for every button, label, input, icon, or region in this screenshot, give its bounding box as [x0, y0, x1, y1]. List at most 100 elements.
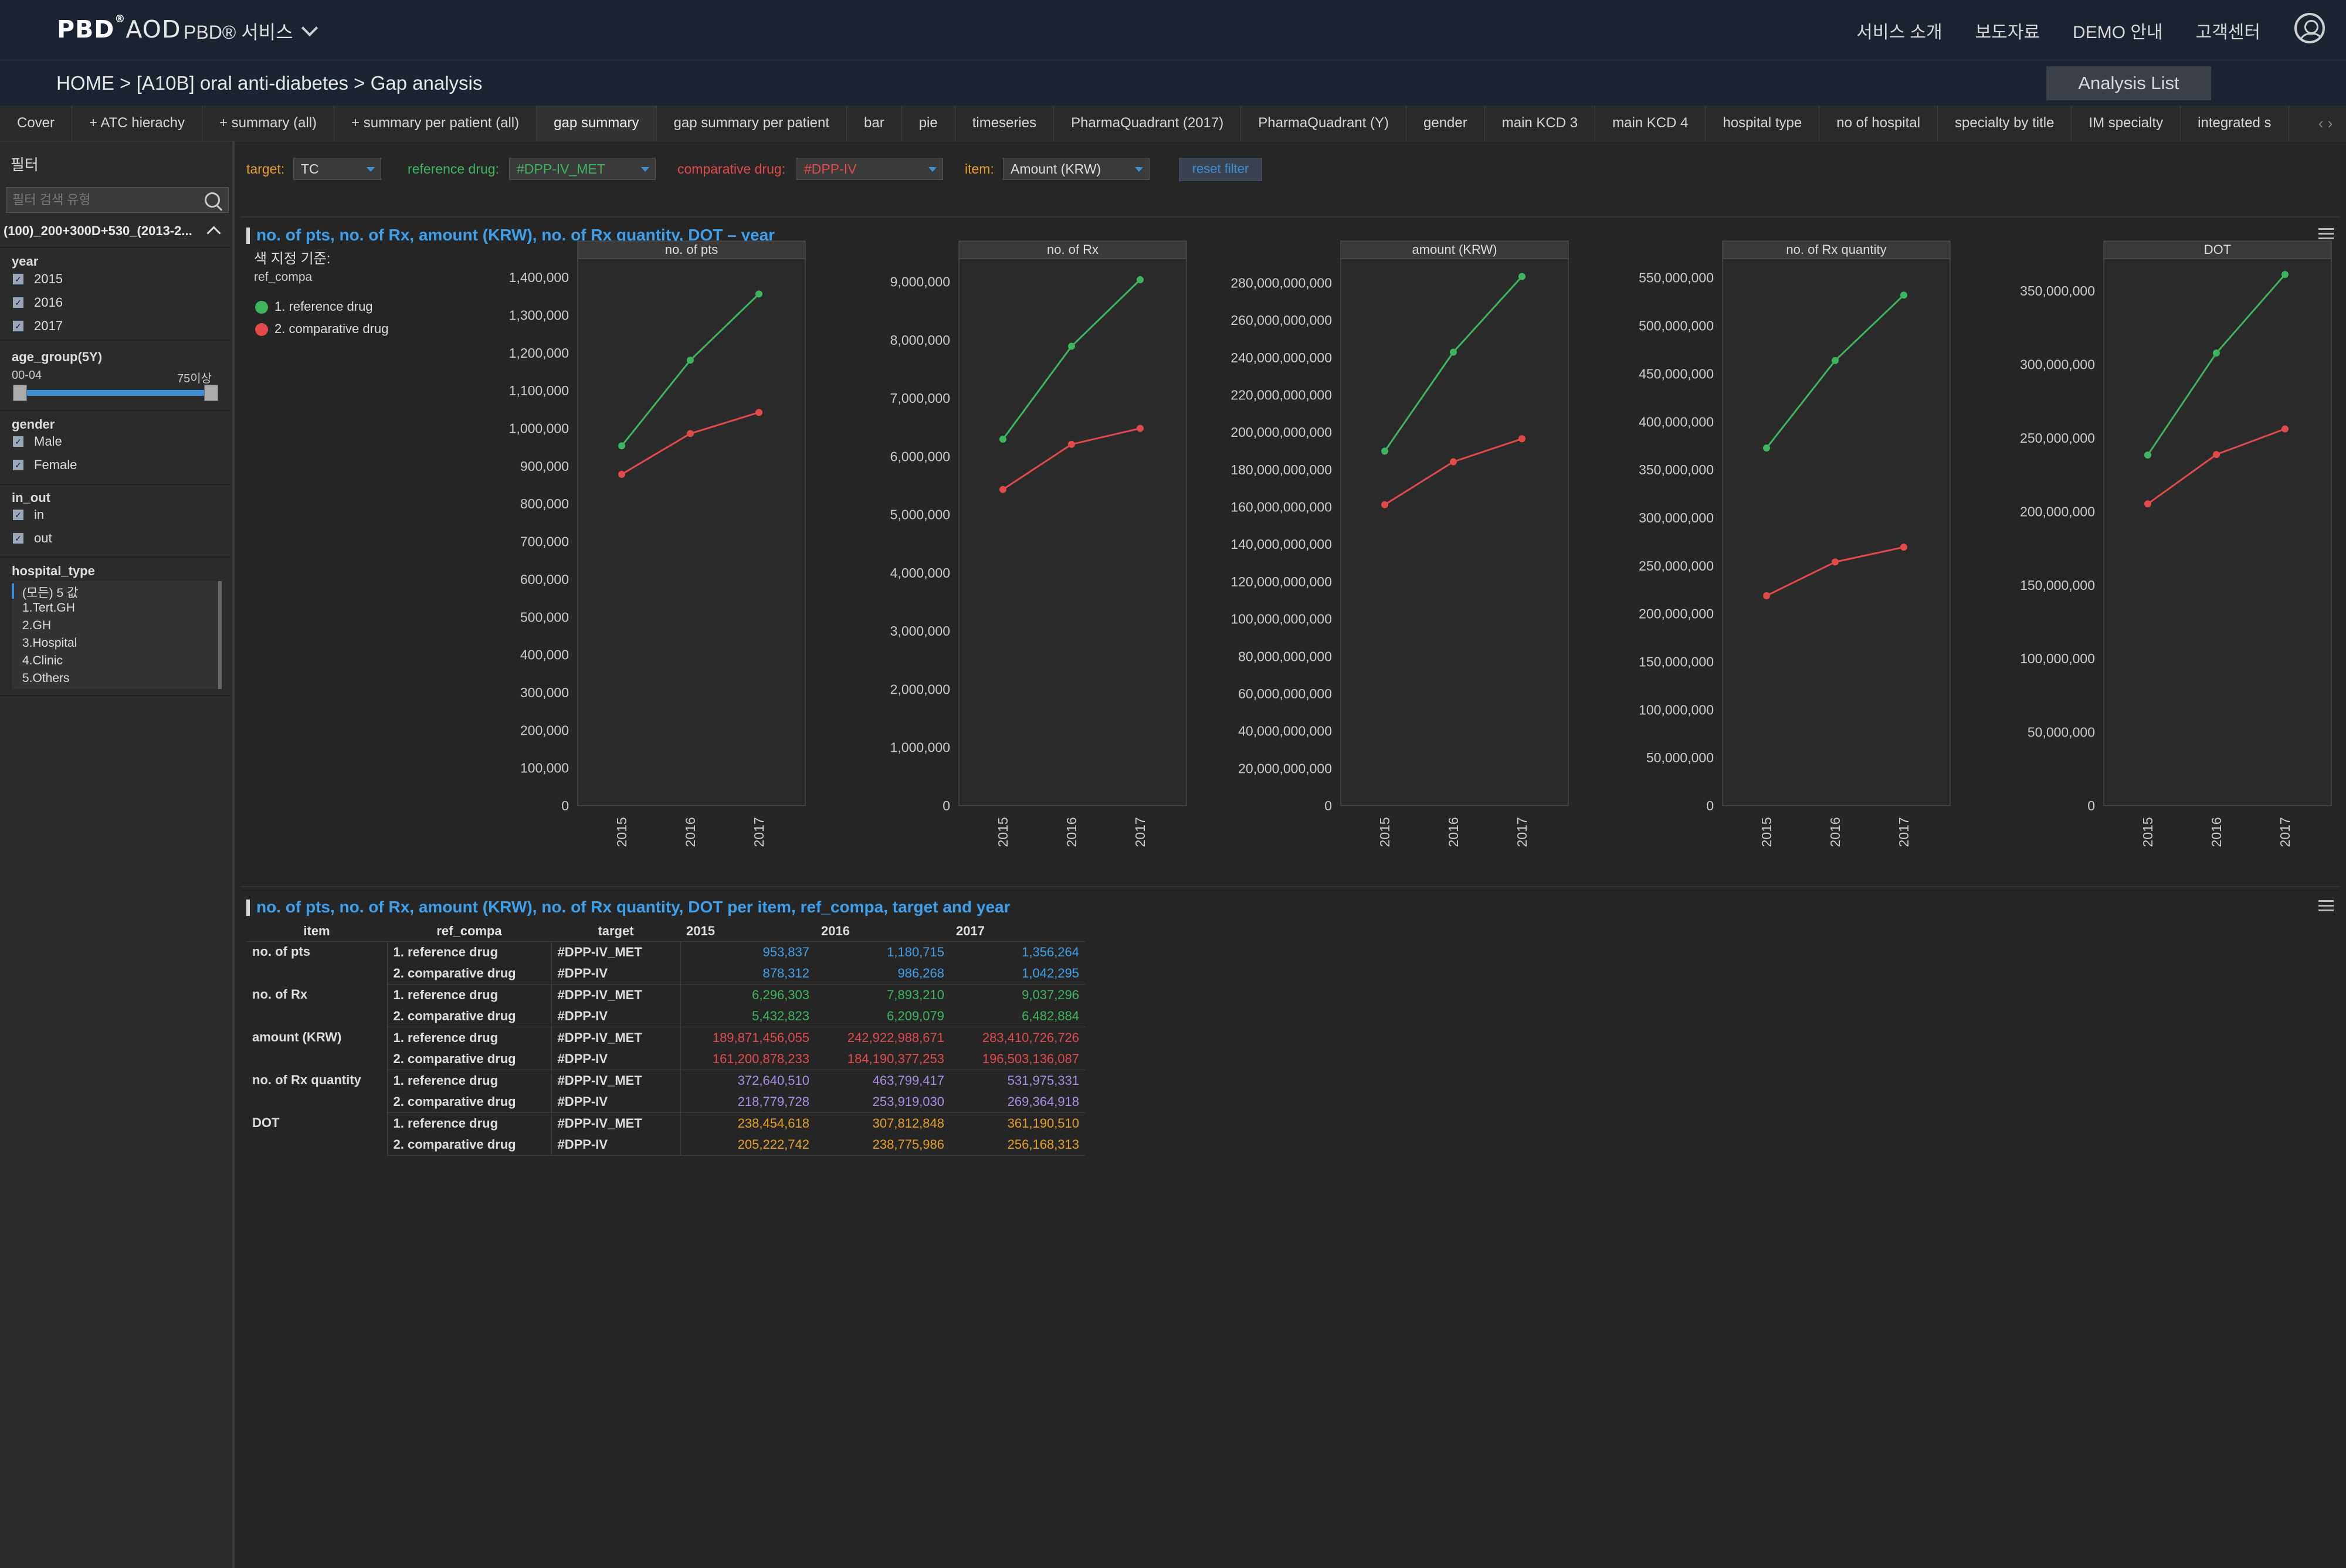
age-slider-min-handle[interactable] [13, 385, 27, 401]
tab-pie[interactable]: pie [902, 106, 955, 141]
gender-female-checkbox[interactable]: ✓ [13, 460, 23, 470]
tab-integrated-s[interactable]: integrated s [2181, 106, 2289, 141]
search-icon[interactable] [205, 192, 220, 208]
caret-down-icon [1135, 167, 1143, 172]
menu-press[interactable]: 보도자료 [1975, 23, 2040, 42]
tab-gap-summary[interactable]: gap summary [537, 106, 657, 141]
table-header-ref-compa: ref_compa [387, 921, 551, 942]
out-checkbox[interactable]: ✓ [13, 533, 23, 544]
y-tick-label: 140,000,000,000 [1230, 537, 1332, 552]
data-point [1450, 458, 1457, 466]
analysis-list-button[interactable]: Analysis List [2046, 66, 2211, 100]
y-tick-label: 1,400,000 [509, 270, 569, 285]
tab-gap-summary-per-patient[interactable]: gap summary per patient [657, 106, 847, 141]
tab-summary-all[interactable]: + summary (all) [202, 106, 335, 141]
panel-marker [246, 900, 250, 916]
menu-demo[interactable]: DEMO 안내 [2073, 23, 2163, 42]
data-point [1137, 425, 1144, 432]
tab-bar[interactable]: bar [847, 106, 902, 141]
y-tick-label: 200,000,000,000 [1230, 425, 1332, 440]
year-2017-label: 2017 [34, 318, 63, 333]
hospital-type-clinic[interactable]: 4.Clinic [22, 654, 63, 667]
data-point [687, 430, 694, 437]
breadcrumb[interactable]: HOME > [A10B] oral anti-diabetes > Gap a… [56, 72, 483, 94]
chevron-up-icon[interactable] [206, 226, 221, 240]
age-min-label: 00-04 [12, 369, 42, 382]
gender-male-checkbox[interactable]: ✓ [13, 436, 23, 447]
hospital-type-list[interactable]: (모든) 5 값 1.Tert.GH 2.GH 3.Hospital 4.Cli… [12, 581, 222, 689]
table-value-cell: 238,454,618 [737, 1116, 809, 1131]
tab-pharmaquadrant-2017[interactable]: PharmaQuadrant (2017) [1054, 106, 1242, 141]
tab-timeseries[interactable]: timeseries [955, 106, 1055, 141]
filter-search-input[interactable] [6, 188, 194, 212]
in-checkbox[interactable]: ✓ [13, 510, 23, 520]
tab-pharmaquadrant-y[interactable]: PharmaQuadrant (Y) [1241, 106, 1406, 141]
y-tick-label: 6,000,000 [890, 449, 950, 464]
table-target-cell: #DPP-IV_MET [551, 1027, 681, 1048]
filter-sidebar: 필터 (100)_200+300D+530_(2013-2... year ✓ … [0, 141, 235, 1568]
tab-atc-hierachy[interactable]: + ATC hierachy [72, 106, 202, 141]
item-select[interactable]: Amount (KRW) [1003, 158, 1150, 180]
chevron-down-icon [301, 19, 318, 37]
tab-scroll-arrows[interactable]: ‹ › [2305, 106, 2346, 141]
tab-main-kcd-3[interactable]: main KCD 3 [1485, 106, 1596, 141]
tab-hospital-type[interactable]: hospital type [1706, 106, 1820, 141]
tab-cover[interactable]: Cover [0, 106, 73, 141]
table-value-cell: 307,812,848 [872, 1116, 944, 1131]
data-table: item ref_compa target 2015 2016 2017 no. of p… [246, 921, 1085, 1156]
hospital-type-all[interactable]: (모든) 5 값 [22, 586, 79, 600]
legend-reference-label: 1. reference drug [274, 299, 373, 314]
user-account-icon[interactable] [2294, 13, 2325, 43]
service-menu-dropdown[interactable]: PBD® 서비스 [184, 18, 318, 45]
table-ref-compa-cell: 2. comparative drug [387, 1006, 552, 1027]
table-target-cell: #DPP-IV [551, 1134, 681, 1156]
menu-icon[interactable] [2318, 900, 2334, 912]
table-value-cell: 1,042,295 [950, 963, 1085, 985]
legend-reference-dot[interactable] [255, 301, 268, 314]
y-tick-label: 900,000 [520, 459, 569, 474]
y-tick-label: 40,000,000,000 [1238, 724, 1332, 739]
tab-specialty-by-title[interactable]: specialty by title [1938, 106, 2072, 141]
tab-summary-per-patient-all[interactable]: + summary per patient (all) [334, 106, 537, 141]
reset-filter-button[interactable]: reset filter [1179, 158, 1262, 181]
menu-support[interactable]: 고객센터 [2195, 23, 2260, 42]
year-2017-checkbox[interactable]: ✓ [13, 321, 23, 331]
year-2015-checkbox[interactable]: ✓ [13, 274, 23, 284]
y-tick-label: 120,000,000,000 [1230, 574, 1332, 589]
data-point [2144, 500, 2151, 508]
comparative-drug-select[interactable]: #DPP-IV [796, 158, 943, 180]
table-value-cell: 6,482,884 [950, 1006, 1085, 1027]
year-2016-checkbox[interactable]: ✓ [13, 297, 23, 308]
hospital-type-tert-gh[interactable]: 1.Tert.GH [22, 601, 75, 615]
age-slider-max-handle[interactable] [204, 385, 218, 401]
table-value-cell: 269,364,918 [950, 1091, 1085, 1113]
table-value-cell: 361,190,510 [1007, 1116, 1079, 1131]
legend-comparative-dot[interactable] [255, 323, 268, 336]
table-value-cell: 161,200,878,233 [680, 1048, 815, 1070]
tab-gender[interactable]: gender [1406, 106, 1485, 141]
y-tick-label: 400,000 [520, 647, 569, 663]
tab-im-specialty[interactable]: IM specialty [2072, 106, 2181, 141]
logo[interactable]: PBD®AOD [57, 13, 181, 43]
hospital-type-hospital[interactable]: 3.Hospital [22, 636, 77, 650]
tab-no-of-hospital[interactable]: no of hospital [1819, 106, 1938, 141]
table-item-cell: amount (KRW) [246, 1027, 388, 1070]
tab-main-kcd-4[interactable]: main KCD 4 [1595, 106, 1706, 141]
breadcrumb-bar: HOME > [A10B] oral anti-diabetes > Gap a… [0, 60, 2346, 106]
filter-search-box[interactable] [6, 187, 229, 213]
y-tick-label: 600,000 [520, 572, 569, 587]
top-menu: 서비스 소개 보도자료 DEMO 안내 고객센터 [1856, 18, 2260, 43]
data-point [1068, 440, 1075, 448]
target-label: target: [246, 161, 285, 177]
reference-drug-select[interactable]: #DPP-IV_MET [509, 158, 656, 180]
age-slider-track[interactable] [16, 390, 212, 396]
hospital-type-gh[interactable]: 2.GH [22, 619, 52, 632]
table-value-cell: 7,893,210 [887, 987, 944, 1002]
menu-icon[interactable] [2318, 228, 2334, 240]
y-tick-label: 250,000,000 [1639, 558, 1714, 573]
menu-service-intro[interactable]: 서비스 소개 [1856, 23, 1942, 42]
target-select[interactable]: TC [293, 158, 381, 180]
filter-title: 필터 [11, 156, 39, 174]
hospital-type-others[interactable]: 5.Others [22, 671, 70, 685]
data-point [618, 442, 625, 450]
